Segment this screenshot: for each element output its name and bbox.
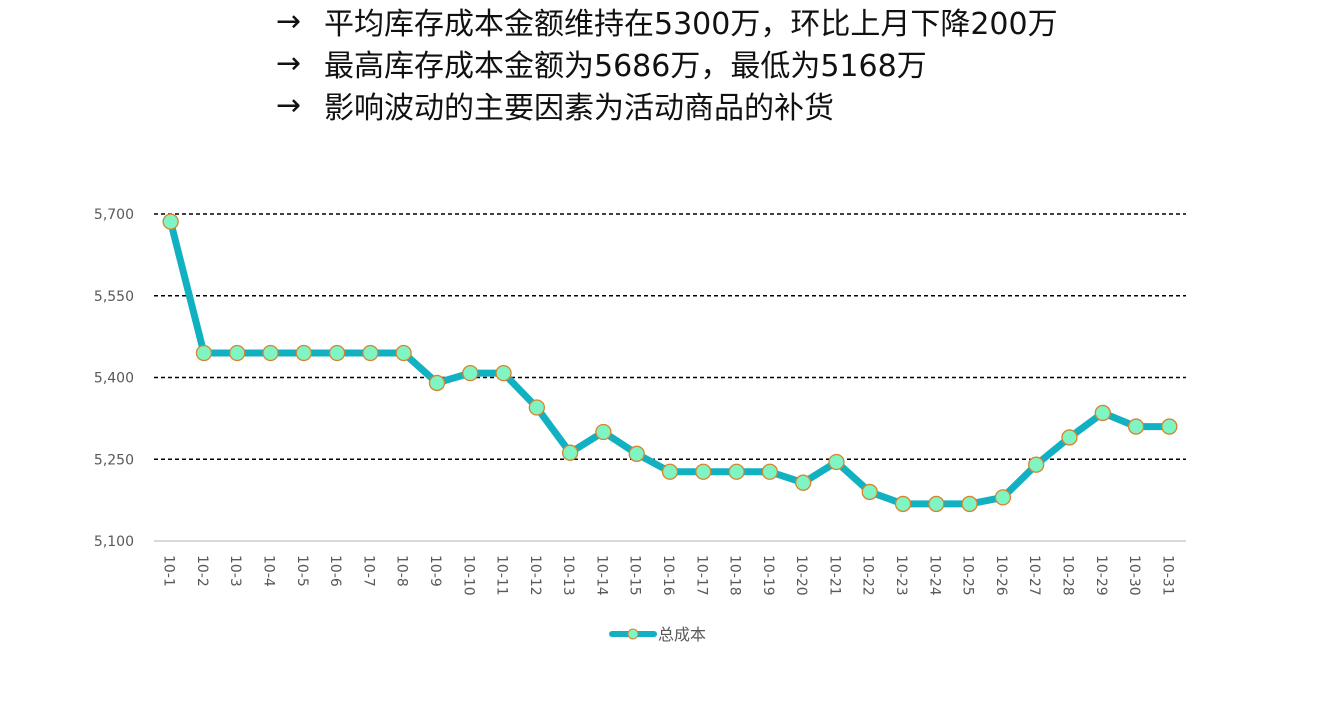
x-tick-label: 10-25 xyxy=(960,555,976,596)
x-tick-label: 10-20 xyxy=(793,555,809,596)
data-point[interactable] xyxy=(1127,418,1145,435)
data-point[interactable] xyxy=(761,463,779,480)
note-text: 平均库存成本金额维持在5300万，环比上月下降200万 xyxy=(324,7,1058,42)
data-point[interactable] xyxy=(1094,404,1111,422)
x-tick-label: 10-9 xyxy=(427,555,443,587)
x-tick-label: 10-15 xyxy=(627,555,643,596)
x-axis-ticks: 10-1 10-2 10-3 10-4 10-5 10-6 10-7 10-8 10-9 10-1… xyxy=(161,555,1176,596)
data-point[interactable] xyxy=(295,344,312,362)
x-tick-label: 10-2 xyxy=(194,555,210,587)
summary-notes: → 平均库存成本金额维持在5300万，环比上月下降200万 → 最高库存成本金额… xyxy=(276,0,1058,127)
grid-lines xyxy=(154,213,1186,542)
x-tick-label: 10-30 xyxy=(1126,555,1142,596)
data-point[interactable] xyxy=(994,489,1012,506)
data-point[interactable] xyxy=(462,364,479,382)
y-tick-label: 5,400 xyxy=(94,371,134,387)
data-point[interactable] xyxy=(1161,418,1178,435)
data-point[interactable] xyxy=(362,344,379,362)
x-tick-label: 10-1 xyxy=(161,555,177,587)
x-tick-label: 10-21 xyxy=(826,555,842,596)
legend[interactable]: 总成本 xyxy=(609,625,706,644)
summary-note-2: → 最高库存成本金额为5686万，最低为5168万 xyxy=(276,42,1058,85)
data-point[interactable] xyxy=(661,463,679,480)
data-point[interactable] xyxy=(961,495,978,513)
x-tick-label: 10-5 xyxy=(294,555,310,587)
data-point[interactable] xyxy=(262,344,279,362)
x-tick-label: 10-18 xyxy=(727,555,743,596)
legend-label: 总成本 xyxy=(658,625,706,644)
data-point[interactable] xyxy=(528,399,545,416)
x-tick-label: 10-10 xyxy=(460,555,476,596)
x-tick-label: 10-4 xyxy=(261,555,277,587)
arrow-right-icon: → xyxy=(276,3,302,39)
x-tick-label: 10-13 xyxy=(560,555,576,596)
x-tick-label: 10-17 xyxy=(693,555,709,596)
y-tick-label: 5,550 xyxy=(94,289,134,305)
data-point[interactable] xyxy=(229,344,246,362)
y-axis-ticks: 5,100 5,250 5,400 5,550 5,700 xyxy=(94,207,134,550)
data-point[interactable] xyxy=(695,463,712,480)
series-line xyxy=(167,218,1173,508)
note-text: 影响波动的主要因素为活动商品的补货 xyxy=(324,91,834,126)
x-tick-label: 10-24 xyxy=(926,555,942,596)
data-point[interactable] xyxy=(1061,429,1078,446)
x-tick-label: 10-7 xyxy=(360,555,376,587)
data-point[interactable] xyxy=(328,344,346,362)
x-tick-label: 10-27 xyxy=(1026,555,1042,596)
x-tick-label: 10-23 xyxy=(893,555,909,596)
data-point[interactable] xyxy=(894,495,912,513)
arrow-right-icon: → xyxy=(276,45,302,81)
x-tick-label: 10-3 xyxy=(227,555,243,587)
data-point[interactable] xyxy=(495,364,512,382)
data-point[interactable] xyxy=(428,374,446,392)
summary-note-1: → 平均库存成本金额维持在5300万，环比上月下降200万 xyxy=(276,0,1058,43)
data-point[interactable] xyxy=(861,483,878,501)
x-tick-label: 10-14 xyxy=(593,555,609,596)
x-tick-label: 10-6 xyxy=(327,555,343,587)
data-point[interactable] xyxy=(395,344,412,362)
y-tick-label: 5,100 xyxy=(94,534,134,550)
x-tick-label: 10-19 xyxy=(760,555,776,596)
x-tick-label: 10-22 xyxy=(860,555,876,596)
x-tick-label: 10-11 xyxy=(494,555,510,596)
series-line-total-cost xyxy=(167,218,1173,508)
data-point[interactable] xyxy=(195,344,213,362)
y-tick-label: 5,250 xyxy=(94,452,134,468)
data-point[interactable] xyxy=(162,213,179,230)
data-point[interactable] xyxy=(561,444,579,461)
data-point[interactable] xyxy=(1028,456,1045,473)
x-tick-label: 10-31 xyxy=(1159,555,1175,596)
x-tick-label: 10-8 xyxy=(394,555,410,587)
arrow-right-icon: → xyxy=(276,87,302,123)
x-tick-label: 10-29 xyxy=(1093,555,1109,596)
data-point[interactable] xyxy=(595,423,612,441)
y-tick-label: 5,700 xyxy=(94,207,134,223)
data-point[interactable] xyxy=(795,474,812,491)
summary-note-3: → 影响波动的主要因素为活动商品的补货 xyxy=(276,84,1058,127)
x-tick-label: 10-12 xyxy=(527,555,543,596)
data-point[interactable] xyxy=(728,463,745,480)
x-tick-label: 10-26 xyxy=(993,555,1009,596)
x-tick-label: 10-16 xyxy=(660,555,676,596)
data-points xyxy=(162,213,1178,513)
data-point[interactable] xyxy=(628,445,645,462)
x-tick-label: 10-28 xyxy=(1059,555,1075,596)
data-point[interactable] xyxy=(828,453,845,471)
data-point[interactable] xyxy=(928,495,945,513)
legend-swatch-marker xyxy=(627,628,639,640)
note-text: 最高库存成本金额为5686万，最低为5168万 xyxy=(324,49,927,84)
